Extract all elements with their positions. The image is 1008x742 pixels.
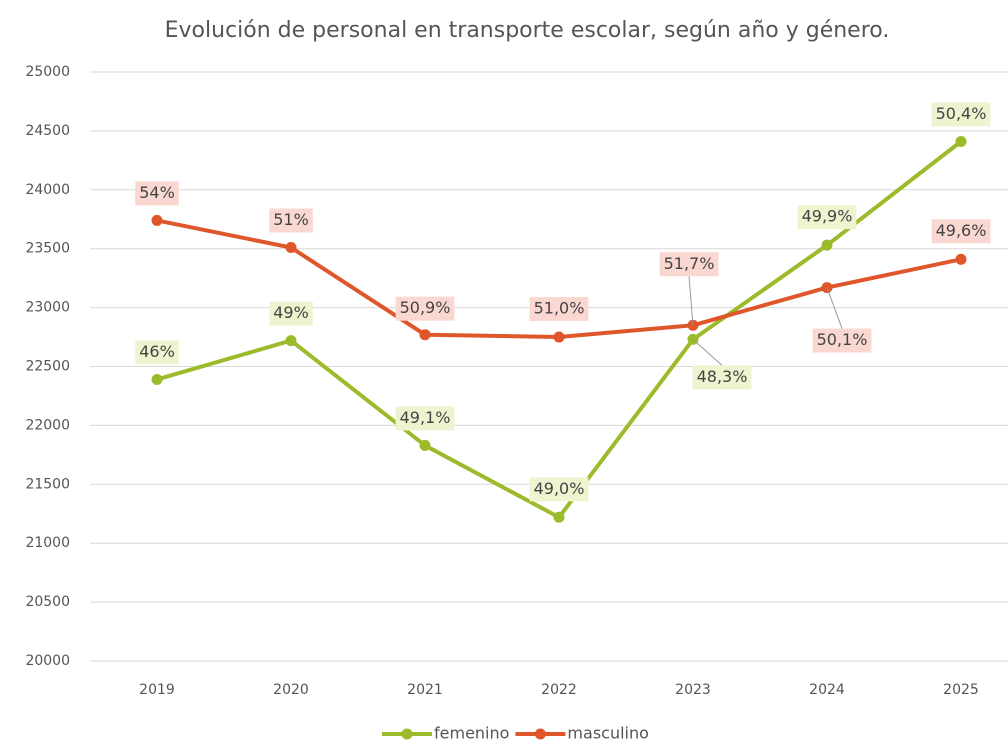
y-tick-label: 23500 — [25, 241, 70, 257]
data-point — [955, 136, 967, 148]
data-label: 50,4% — [936, 104, 987, 123]
x-tick-label: 2025 — [943, 682, 979, 698]
y-tick-label: 20000 — [25, 653, 70, 669]
data-label-bg — [529, 477, 589, 502]
data-label: 51% — [273, 210, 309, 229]
data-label: 49% — [273, 303, 309, 322]
data-label-bg — [269, 208, 313, 233]
data-label-group: 50,9% — [395, 296, 455, 321]
data-point — [419, 439, 431, 451]
data-label: 49,6% — [936, 221, 987, 240]
legend-label: femenino — [434, 724, 509, 742]
data-point — [419, 329, 431, 341]
data-point — [151, 373, 163, 385]
data-label-group: 49% — [269, 301, 313, 326]
data-label-bg — [529, 297, 589, 322]
data-label-bg — [395, 406, 455, 431]
data-label-group: 51,7% — [659, 252, 719, 277]
x-tick-label: 2024 — [809, 682, 845, 698]
x-tick-label: 2023 — [675, 682, 711, 698]
data-label-group: 49,0% — [529, 477, 589, 502]
data-label-group: 46% — [135, 340, 179, 365]
data-label-group: 49,9% — [797, 205, 857, 230]
data-label-group: 50,4% — [931, 102, 991, 127]
y-tick-label: 21000 — [25, 535, 70, 551]
leader-line — [688, 276, 694, 326]
chart-title: Evolución de personal en transporte esco… — [165, 18, 890, 43]
data-label: 51,0% — [534, 299, 585, 318]
data-label: 49,9% — [802, 207, 853, 226]
y-tick-label: 21500 — [25, 476, 70, 492]
data-label-bg — [812, 328, 872, 353]
y-tick-label: 20500 — [25, 594, 70, 610]
data-label-group: 49,6% — [931, 219, 991, 244]
data-label-bg — [659, 252, 719, 277]
data-label: 49,1% — [400, 408, 451, 427]
data-label-group: 48,3% — [692, 365, 752, 390]
x-tick-label: 2021 — [407, 682, 443, 698]
data-label: 49,0% — [534, 479, 585, 498]
data-point — [285, 335, 297, 347]
data-label-bg — [931, 219, 991, 244]
leader-line — [826, 287, 843, 329]
y-tick-label: 24000 — [25, 182, 70, 198]
y-tick-label: 22500 — [25, 359, 70, 375]
data-label: 51,7% — [664, 254, 715, 273]
data-point — [151, 214, 163, 226]
data-point — [553, 331, 565, 343]
legend-label: masculino — [567, 724, 648, 742]
data-label: 50,9% — [400, 298, 451, 317]
data-label-group: 54% — [135, 181, 179, 206]
data-point — [955, 253, 967, 265]
data-label-bg — [135, 340, 179, 365]
x-tick-label: 2022 — [541, 682, 577, 698]
y-tick-label: 23000 — [25, 300, 70, 316]
data-label-bg — [135, 181, 179, 206]
data-point — [553, 511, 565, 523]
x-tick-label: 2020 — [273, 682, 309, 698]
y-tick-label: 24500 — [25, 123, 70, 139]
y-tick-label: 25000 — [25, 64, 70, 80]
leader-line — [692, 339, 723, 366]
data-point — [285, 242, 297, 254]
data-label-bg — [269, 301, 313, 326]
data-label-group: 51,0% — [529, 297, 589, 322]
legend-marker — [401, 728, 413, 740]
data-label: 48,3% — [697, 367, 748, 386]
y-tick-label: 22000 — [25, 417, 70, 433]
data-label: 50,1% — [817, 330, 868, 349]
data-label: 46% — [139, 342, 175, 361]
data-label-bg — [692, 365, 752, 390]
data-label-group: 49,1% — [395, 406, 455, 431]
data-label: 54% — [139, 183, 175, 202]
data-label-bg — [395, 296, 455, 321]
data-label-group: 50,1% — [812, 328, 872, 353]
data-label-group: 51% — [269, 208, 313, 233]
data-point — [821, 239, 833, 251]
data-label-bg — [931, 102, 991, 127]
legend-marker — [534, 728, 546, 740]
data-label-bg — [797, 205, 857, 230]
x-tick-label: 2019 — [139, 682, 175, 698]
